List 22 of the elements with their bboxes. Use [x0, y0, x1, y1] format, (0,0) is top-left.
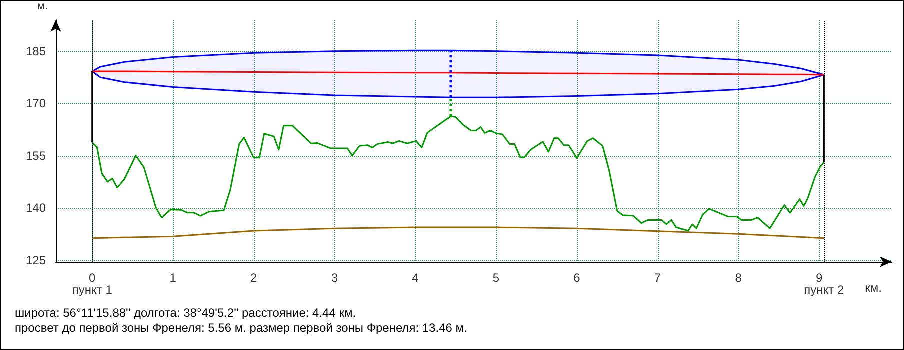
x-tick-label: 1: [170, 271, 177, 285]
x-tick-label: 4: [412, 271, 420, 285]
y-tick-label: 185: [26, 44, 46, 58]
x-tick-label: 9: [816, 271, 823, 285]
y-tick-label: 140: [26, 201, 46, 216]
text: просвет до первой зоны Френеля: 5.56 м. размер первой зоны Френеля: 13.46 м.: [15, 321, 468, 335]
x-tick-label: 6: [574, 271, 581, 285]
text: широта: 56°11'15.88'' долгота: 38°49'5.2'' расстояние: 4.44 км.: [15, 306, 356, 320]
x-tick-label: 2: [250, 271, 258, 285]
y-tick-label: 125: [26, 253, 46, 268]
x-tick-label: 3: [331, 271, 338, 285]
y-tick-label: 155: [26, 148, 46, 163]
x-tick-label: 8: [735, 271, 742, 285]
x-tick-label: 0: [89, 271, 96, 285]
x-tick-label: 5: [492, 271, 500, 285]
line-series: [92, 226, 825, 240]
ref-line-label: пункт 1: [72, 283, 113, 297]
x-axis-title: км.: [865, 281, 882, 295]
x-tick-label: 7: [654, 271, 662, 285]
ref-line-label: пункт 2: [804, 283, 844, 297]
y-tick-label: 170: [26, 96, 46, 111]
y-axis-title: м.: [37, 0, 48, 12]
